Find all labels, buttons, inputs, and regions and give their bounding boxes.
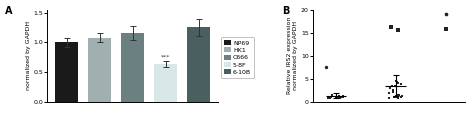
Point <box>390 89 397 91</box>
Point <box>442 28 450 30</box>
Text: ***: *** <box>161 55 171 60</box>
Point <box>336 96 344 98</box>
Point <box>324 96 332 98</box>
Point <box>327 97 334 99</box>
Point <box>386 87 393 89</box>
Legend: NP69, HK1, C666, 5-8F, 6-10B: NP69, HK1, C666, 5-8F, 6-10B <box>221 37 254 78</box>
Point <box>332 96 339 98</box>
Point <box>328 94 336 96</box>
Point <box>392 96 400 98</box>
Point <box>322 66 329 68</box>
Point <box>389 91 396 93</box>
Point <box>391 85 399 87</box>
Point <box>397 96 405 98</box>
Point <box>395 94 403 96</box>
Point <box>391 96 398 98</box>
Bar <box>154 64 177 102</box>
Point <box>335 95 343 97</box>
Point <box>392 80 400 82</box>
Point <box>324 97 331 99</box>
Point <box>385 92 392 94</box>
Point <box>337 97 344 99</box>
Bar <box>55 42 78 102</box>
Text: B: B <box>282 6 290 16</box>
Point <box>336 95 343 97</box>
Point <box>397 83 404 85</box>
Point <box>339 95 346 97</box>
Point <box>395 82 402 84</box>
Point <box>325 97 333 98</box>
Point <box>399 95 406 97</box>
Point <box>332 96 340 98</box>
Point <box>328 96 335 98</box>
Point <box>337 96 345 98</box>
Point <box>394 97 401 99</box>
Bar <box>187 27 210 102</box>
Y-axis label: normalized by GAPDH: normalized by GAPDH <box>26 21 31 90</box>
Point <box>337 96 344 98</box>
Point <box>394 29 401 31</box>
Text: A: A <box>5 6 12 16</box>
Point <box>394 94 402 96</box>
Point <box>389 86 396 87</box>
Point <box>327 96 335 98</box>
Bar <box>88 38 111 102</box>
Point <box>339 96 347 98</box>
Bar <box>121 33 144 102</box>
Point <box>334 96 341 98</box>
Point <box>387 26 395 28</box>
Y-axis label: Relative IRS2 expression
normalized by GAPDH: Relative IRS2 expression normalized by G… <box>287 17 298 94</box>
Point <box>385 97 393 98</box>
Point <box>334 97 342 98</box>
Point <box>393 81 401 83</box>
Point <box>392 95 400 97</box>
Point <box>442 13 450 15</box>
